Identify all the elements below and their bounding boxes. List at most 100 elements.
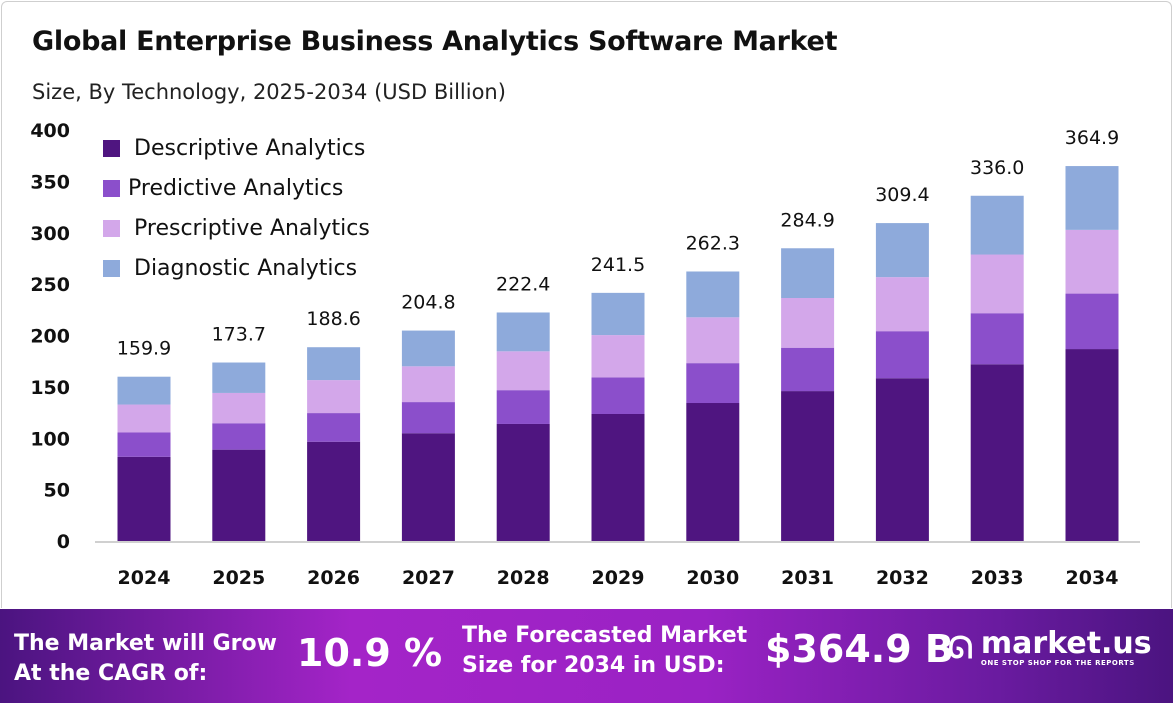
cagr-value: 10.9 % xyxy=(297,631,443,675)
legend-item-prescriptive: Prescriptive Analytics xyxy=(103,208,370,248)
chart-title: Global Enterprise Business Analytics Sof… xyxy=(32,26,838,57)
bar-segment-prescriptive xyxy=(496,351,550,391)
bar-segment-prescriptive xyxy=(781,297,835,348)
bar-segment-descriptive xyxy=(875,378,929,541)
total-label: 188.6 xyxy=(306,308,360,330)
x-tick-label: 2027 xyxy=(402,567,455,589)
bar-segment-diagnostic xyxy=(307,347,361,381)
bar-segment-diagnostic xyxy=(591,292,645,336)
legend-swatch xyxy=(103,139,120,157)
bar-segment-descriptive xyxy=(307,441,361,541)
bar-segment-descriptive xyxy=(686,403,740,541)
y-tick-label: 0 xyxy=(57,531,70,553)
bar-segment-diagnostic xyxy=(1065,166,1119,230)
y-tick-label: 150 xyxy=(30,377,70,399)
total-label: 173.7 xyxy=(212,324,266,346)
legend-label: Prescriptive Analytics xyxy=(134,215,370,241)
total-label: 336.0 xyxy=(970,157,1024,179)
total-label: 159.9 xyxy=(117,338,171,360)
bar-segment-predictive xyxy=(117,432,171,457)
forecast-value: $364.9 B xyxy=(765,627,954,671)
bar-segment-predictive xyxy=(307,413,361,442)
legend-item-predictive: Predictive Analytics xyxy=(103,168,370,208)
bar-segment-prescriptive xyxy=(875,277,929,332)
bar-segment-prescriptive xyxy=(970,254,1024,314)
bar-segment-prescriptive xyxy=(117,404,171,433)
bar-segment-diagnostic xyxy=(401,330,455,367)
legend-item-descriptive: Descriptive Analytics xyxy=(103,128,370,168)
bar-segment-diagnostic xyxy=(781,248,835,298)
bar-segment-descriptive xyxy=(781,391,835,541)
total-label: 284.9 xyxy=(780,209,834,231)
y-tick-label: 100 xyxy=(30,428,70,450)
cagr-label: The Market will Grow At the CAGR of: xyxy=(14,629,277,689)
bar-segment-prescriptive xyxy=(307,380,361,414)
bar-segment-diagnostic xyxy=(970,195,1024,255)
logo-name: market.us xyxy=(980,626,1152,661)
bar-segment-prescriptive xyxy=(591,335,645,378)
y-tick-label: 350 xyxy=(30,171,70,193)
legend-label: Descriptive Analytics xyxy=(134,135,366,161)
y-tick-label: 250 xyxy=(30,274,70,296)
bar-segment-predictive xyxy=(1065,293,1119,350)
bar-segment-prescriptive xyxy=(1065,229,1119,294)
forecast-label-line2: Size for 2034 in USD: xyxy=(462,653,725,678)
bar-segment-predictive xyxy=(401,402,455,434)
legend-label: Diagnostic Analytics xyxy=(134,255,358,281)
x-tick-label: 2033 xyxy=(971,567,1024,589)
bar-segment-descriptive xyxy=(496,423,550,541)
logo-tagline: ONE STOP SHOP FOR THE REPORTS xyxy=(980,659,1135,667)
bar-segment-predictive xyxy=(212,423,266,450)
bar-segment-descriptive xyxy=(1065,349,1119,541)
y-tick-label: 400 xyxy=(30,120,70,142)
legend-swatch xyxy=(103,219,120,237)
summary-banner: The Market will Grow At the CAGR of: 10.… xyxy=(0,609,1173,703)
total-label: 222.4 xyxy=(496,273,550,295)
total-label: 262.3 xyxy=(686,232,740,254)
chart-frame xyxy=(1,1,1172,608)
legend-swatch xyxy=(103,179,120,197)
total-label: 364.9 xyxy=(1065,127,1119,149)
bar-segment-prescriptive xyxy=(686,317,740,364)
stacked-bar-chart: 0 50 100 150 200 250 300 350 400 159.9 2024 173.7 20… xyxy=(30,120,1140,589)
bar-segment-descriptive xyxy=(970,364,1024,541)
cagr-label-line2: At the CAGR of: xyxy=(14,661,208,686)
bar-segment-descriptive xyxy=(591,414,645,541)
total-label: 309.4 xyxy=(875,184,929,206)
x-tick-label: 2031 xyxy=(781,567,834,589)
forecast-label: The Forecasted Market Size for 2034 in U… xyxy=(462,621,747,681)
cagr-label-line1: The Market will Grow xyxy=(14,631,277,656)
forecast-label-line1: The Forecasted Market xyxy=(462,623,748,648)
bar-segment-predictive xyxy=(686,363,740,404)
bar-segment-prescriptive xyxy=(401,366,455,403)
legend-swatch xyxy=(103,259,120,277)
bar-segment-descriptive xyxy=(117,456,171,541)
y-tick-label: 300 xyxy=(30,223,70,245)
bar-segment-diagnostic xyxy=(875,223,929,278)
bar-segment-predictive xyxy=(496,390,550,424)
total-label: 204.8 xyxy=(401,292,455,314)
total-label: 241.5 xyxy=(591,254,645,276)
x-tick-label: 2029 xyxy=(592,567,645,589)
legend-item-diagnostic: Diagnostic Analytics xyxy=(103,248,370,288)
bar-segment-descriptive xyxy=(212,449,266,541)
bar-segment-prescriptive xyxy=(212,392,266,424)
y-tick-label: 200 xyxy=(30,326,70,348)
bar-segment-predictive xyxy=(591,377,645,415)
x-tick-label: 2034 xyxy=(1066,567,1119,589)
bar-segment-diagnostic xyxy=(686,271,740,318)
bar-segment-predictive xyxy=(781,347,835,392)
bar-segment-diagnostic xyxy=(212,362,266,393)
chart-subtitle: Size, By Technology, 2025-2034 (USD Bill… xyxy=(32,80,506,104)
x-tick-label: 2026 xyxy=(307,567,360,589)
x-tick-label: 2032 xyxy=(876,567,929,589)
bar-segment-predictive xyxy=(875,331,929,379)
x-tick-label: 2030 xyxy=(686,567,739,589)
bar-segment-diagnostic xyxy=(496,312,550,352)
market-us-logo: ᘏ market.us ONE STOP SHOP FOR THE REPORT… xyxy=(948,626,1152,668)
bar-segment-predictive xyxy=(970,313,1024,365)
bar-segment-diagnostic xyxy=(117,376,171,405)
bar-segment-descriptive xyxy=(401,433,455,541)
logo-icon: ᘏ xyxy=(948,630,973,666)
y-tick-label: 50 xyxy=(44,480,70,502)
